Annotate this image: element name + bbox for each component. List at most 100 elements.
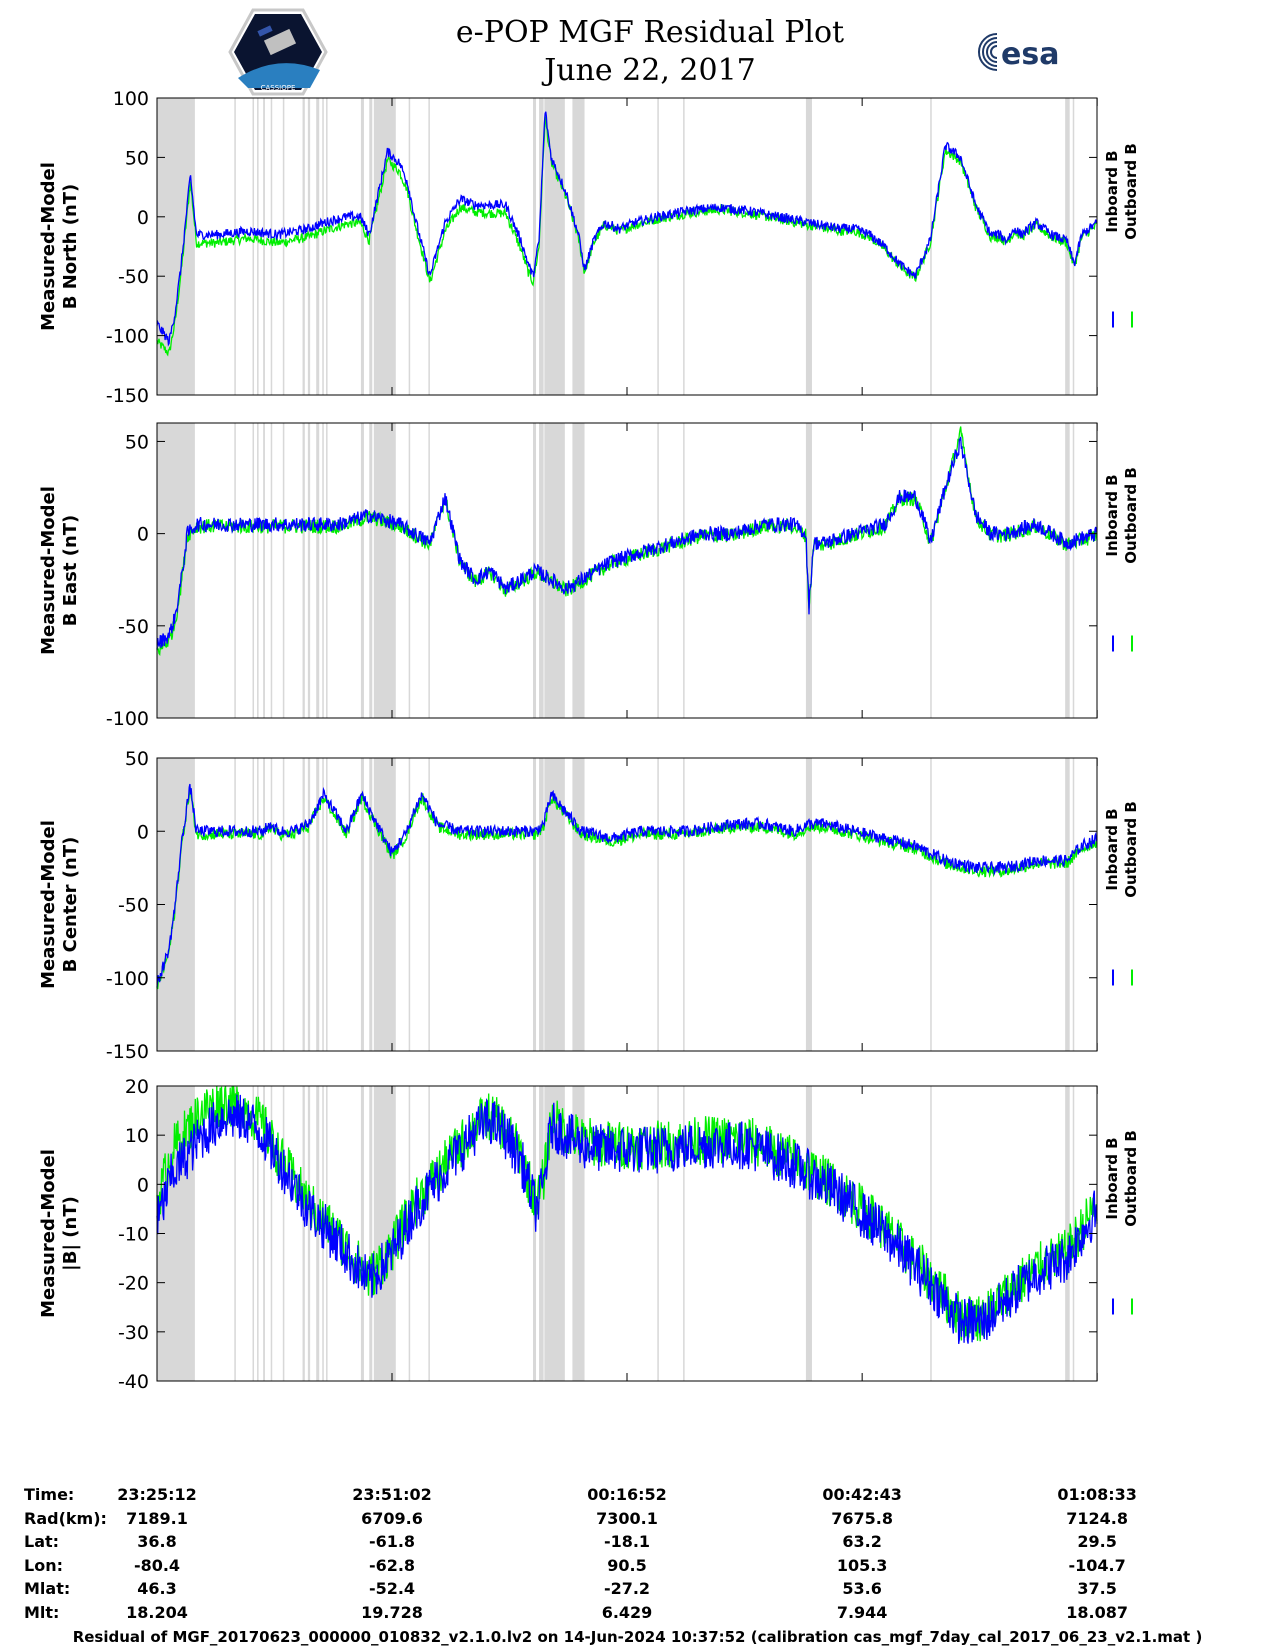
y-tick-label: 50 — [125, 431, 149, 453]
gap-shade-22 — [657, 98, 659, 395]
y-axis-label-line1: Measured-Model — [38, 1149, 59, 1318]
gap-shade-14 — [369, 423, 373, 718]
y-tick-label: -10 — [118, 1224, 149, 1246]
gap-shade-17 — [428, 758, 430, 1051]
info-cell: 7.944 — [836, 1602, 888, 1622]
gap-shade-4 — [257, 98, 259, 395]
info-row-label: Lat: — [24, 1532, 60, 1551]
info-cell: -18.1 — [603, 1532, 651, 1551]
y-tick-label: -20 — [118, 1273, 149, 1295]
gap-shade-10 — [316, 423, 320, 718]
info-cell: 29.5 — [1077, 1532, 1117, 1551]
y-axis-label-line1: Measured-Model — [38, 486, 59, 655]
info-cell: 00:16:52 — [587, 1485, 667, 1504]
gap-shade-2 — [234, 98, 236, 395]
gap-shade-27 — [1072, 1086, 1075, 1381]
info-cell: -27.2 — [603, 1579, 651, 1598]
info-row-label: Rad(km): — [24, 1508, 107, 1528]
gap-shade-8 — [302, 1086, 305, 1381]
gap-shade-24 — [805, 1086, 812, 1381]
info-cell: 105.3 — [836, 1555, 888, 1575]
gap-shade-16 — [408, 98, 411, 395]
y-tick-label: 0 — [137, 821, 149, 843]
gap-shade-5 — [263, 758, 265, 1051]
gap-shade-7 — [282, 1086, 285, 1381]
info-cell: 53.6 — [842, 1579, 882, 1598]
gap-shade-21 — [572, 1086, 585, 1381]
y-axis-label-line2: B East (nT) — [60, 515, 81, 627]
info-cell: 90.5 — [607, 1555, 647, 1575]
gap-shade-26 — [1065, 758, 1070, 1051]
gap-shade-25 — [930, 758, 932, 1051]
legend-inboard-label: Inboard B — [1103, 808, 1121, 890]
cassiope-logo: CASSIOPE — [228, 8, 328, 96]
panel-3: 50 0 -50 -100 -150 Measured-Model B Center (nT… — [38, 748, 1140, 1063]
info-cell: 23:51:02 — [352, 1485, 432, 1504]
gap-shade-4 — [257, 1086, 259, 1381]
gap-shade-20 — [544, 758, 565, 1051]
info-row-label: Mlat: — [24, 1579, 71, 1598]
gap-shade-24 — [805, 98, 812, 395]
gap-shade-6 — [270, 758, 273, 1051]
plot-frame — [156, 97, 1098, 396]
y-tick-label: -150 — [106, 1041, 149, 1063]
y-tick-label: -150 — [106, 385, 149, 407]
plot-title: e-POP MGF Residual Plot — [455, 15, 845, 50]
gap-shade-21 — [572, 758, 585, 1051]
series-inboard-line — [156, 436, 1098, 650]
gap-shade-15 — [373, 98, 396, 395]
info-row-label: Time: — [24, 1485, 75, 1504]
panel-1: 100 50 0 -50 -100 -150 Measured-Model B North (… — [38, 88, 1140, 407]
gap-shade-23 — [683, 423, 685, 718]
esa-logo-text: esa — [1001, 37, 1059, 72]
panel-4: 20 10 0 -10 -20 -30 -40 Measured-Model |B| (nT) I… — [38, 1076, 1140, 1393]
gap-shade-19 — [539, 1086, 544, 1381]
info-cell: 00:42:43 — [822, 1485, 902, 1504]
info-cell: 36.8 — [137, 1532, 177, 1551]
gap-shade-5 — [263, 98, 265, 395]
y-axis-label-line1: Measured-Model — [38, 162, 59, 331]
gap-shade-24 — [805, 423, 812, 718]
gap-shade-3 — [252, 1086, 255, 1381]
gap-shade-2 — [234, 1086, 236, 1381]
gap-shade-19 — [539, 98, 544, 395]
gap-shade-15 — [373, 423, 396, 718]
gap-shade-1 — [157, 98, 195, 395]
gap-shade-7 — [282, 758, 285, 1051]
gap-shade-18 — [533, 1086, 537, 1381]
gap-shade-14 — [369, 1086, 373, 1381]
gap-shade-6 — [270, 98, 273, 395]
info-row-label: Lon: — [24, 1555, 63, 1575]
gap-shade-3 — [252, 423, 255, 718]
y-tick-label: 100 — [113, 88, 149, 110]
info-cell: 19.728 — [361, 1602, 423, 1622]
y-axis-label-line1: Measured-Model — [38, 820, 59, 989]
gap-shade-13 — [360, 423, 364, 718]
info-cell: 23:25:12 — [117, 1485, 197, 1504]
y-tick-label: 50 — [125, 748, 149, 770]
plot-date: June 22, 2017 — [544, 53, 756, 88]
info-cell: -104.7 — [1068, 1555, 1126, 1575]
info-cell: 01:08:33 — [1057, 1485, 1137, 1504]
y-tick-label: -50 — [118, 266, 149, 288]
gap-shade-14 — [369, 98, 373, 395]
y-tick-label: -40 — [118, 1371, 149, 1393]
gap-shade-26 — [1065, 423, 1070, 718]
legend-inboard-label: Inboard B — [1103, 1137, 1121, 1219]
info-row: Lat: 36.8 -61.8 -18.1 63.2 29.5 — [0, 1532, 1275, 1556]
legend-outboard-label: Outboard B — [1122, 801, 1140, 898]
gap-shade-12 — [326, 98, 328, 395]
gap-shade-10 — [316, 1086, 320, 1381]
gap-shade-8 — [302, 98, 305, 395]
y-tick-label: 20 — [125, 1076, 149, 1098]
series-inboard-line — [156, 783, 1098, 988]
gap-shade-20 — [544, 98, 565, 395]
info-row: Rad(km): 7189.1 6709.6 7300.1 7675.8 7124.8 — [0, 1509, 1275, 1533]
gap-shade-7 — [282, 423, 285, 718]
gap-shade-15 — [373, 1086, 396, 1381]
plot-frame — [156, 757, 1098, 1052]
gap-shade-22 — [657, 423, 659, 718]
gap-shade-3 — [252, 98, 255, 395]
y-axis-label-line2: B North (nT) — [60, 184, 81, 310]
info-row: Mlt: 18.204 19.728 6.429 7.944 18.087 — [0, 1603, 1275, 1627]
